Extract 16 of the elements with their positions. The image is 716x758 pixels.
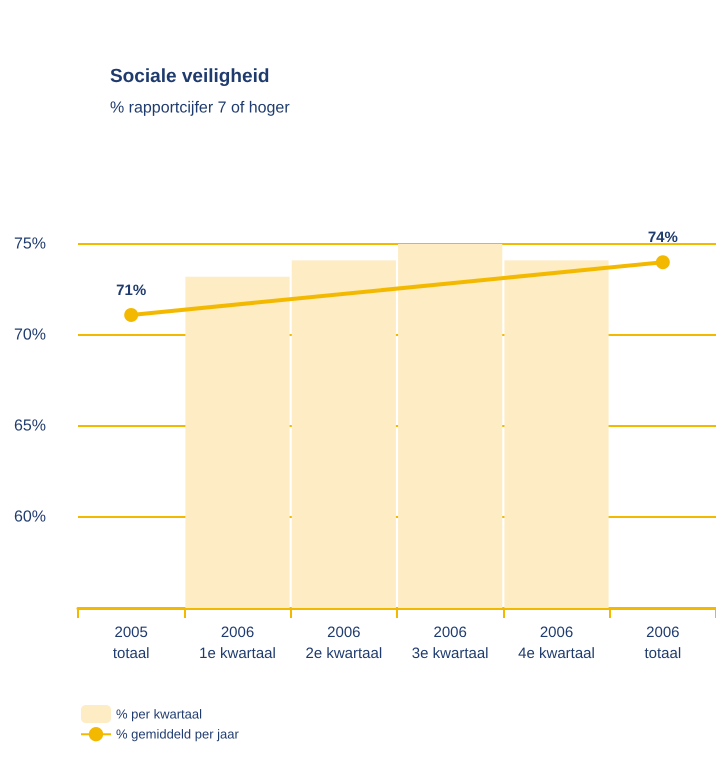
chart-title: Sociale veiligheid [110,66,270,87]
x-tick-label: 2005 totaal [112,624,150,662]
y-tick-label: 60% [14,508,46,526]
legend-label: % gemiddeld per jaar [116,726,240,742]
x-tick-label: 2006 1e kwartaal [199,624,276,662]
legend-label: % per kwartaal [116,706,202,722]
x-tick-label: 2006 totaal [644,624,682,662]
data-label: 71% [116,282,146,299]
x-tick-label: 2006 3e kwartaal [412,624,489,662]
y-tick-label: 65% [14,418,46,434]
x-tick-label: 2006 2e kwartaal [305,624,382,662]
y-tick-label: 70% [14,326,46,344]
y-tick-label: 75% [14,236,46,252]
x-tick-label: 2006 4e kwartaal [518,624,595,662]
data-label: 74% [648,229,678,246]
chart-subtitle: % rapportcijfer 7 of hoger [110,100,290,116]
